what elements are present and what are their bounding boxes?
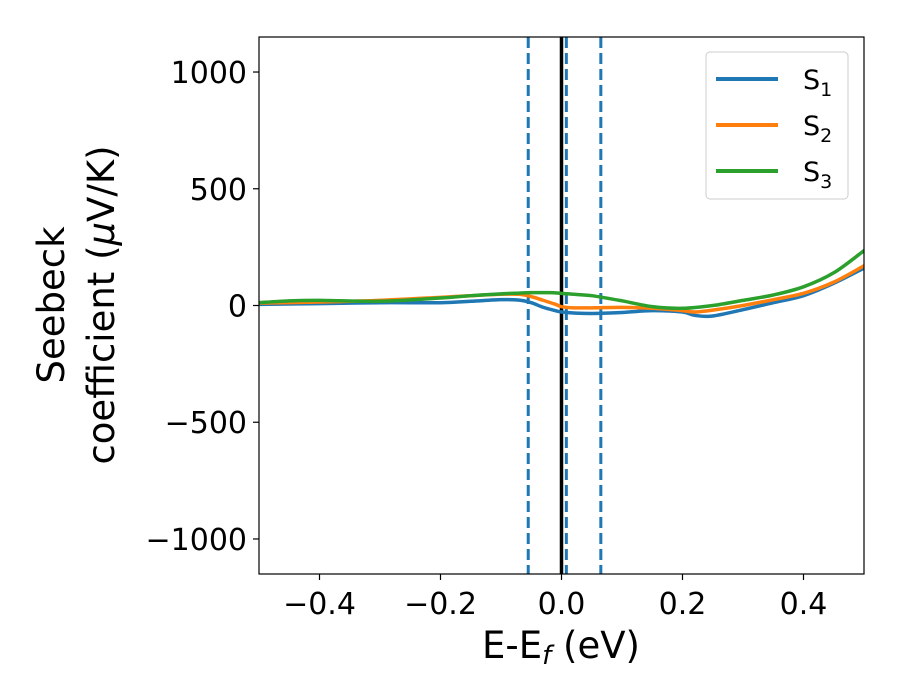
series-lines — [259, 248, 864, 319]
x-axis-title: E-Ef (eV) — [482, 624, 640, 671]
y-tick-label: 1000 — [171, 56, 247, 91]
y-axis-title: Seebeck coefficient (μV/K) — [30, 145, 123, 464]
y-tick-label: 500 — [190, 173, 247, 208]
legend-label-s1: S1 — [803, 65, 832, 101]
y-tick-label: −500 — [165, 406, 247, 441]
x-axis: −0.4 −0.2 0.0 0.2 0.4 — [283, 574, 827, 622]
series-line-s1 — [259, 266, 864, 319]
x-tick-label: 0.4 — [780, 587, 828, 622]
y-tick-label: −1000 — [146, 523, 247, 558]
y-axis-title-line2: coefficient (μV/K) — [80, 145, 123, 464]
x-tick-label: 0.2 — [659, 587, 707, 622]
y-axis: −1000 −500 0 500 1000 — [146, 56, 259, 558]
series-line-s3 — [259, 248, 864, 311]
legend-label-s3: S3 — [803, 157, 832, 193]
plot-area: −0.4 −0.2 0.0 0.2 0.4 −1000 −500 0 500 1000 — [146, 36, 865, 622]
x-tick-label: 0.0 — [538, 587, 586, 622]
y-tick-label: 0 — [228, 290, 247, 325]
x-tick-label: −0.2 — [404, 587, 477, 622]
legend-label-s2: S2 — [803, 111, 832, 147]
legend: S1 S2 S3 — [705, 51, 849, 200]
x-tick-label: −0.4 — [283, 587, 356, 622]
y-axis-title-line1: Seebeck — [30, 226, 73, 384]
